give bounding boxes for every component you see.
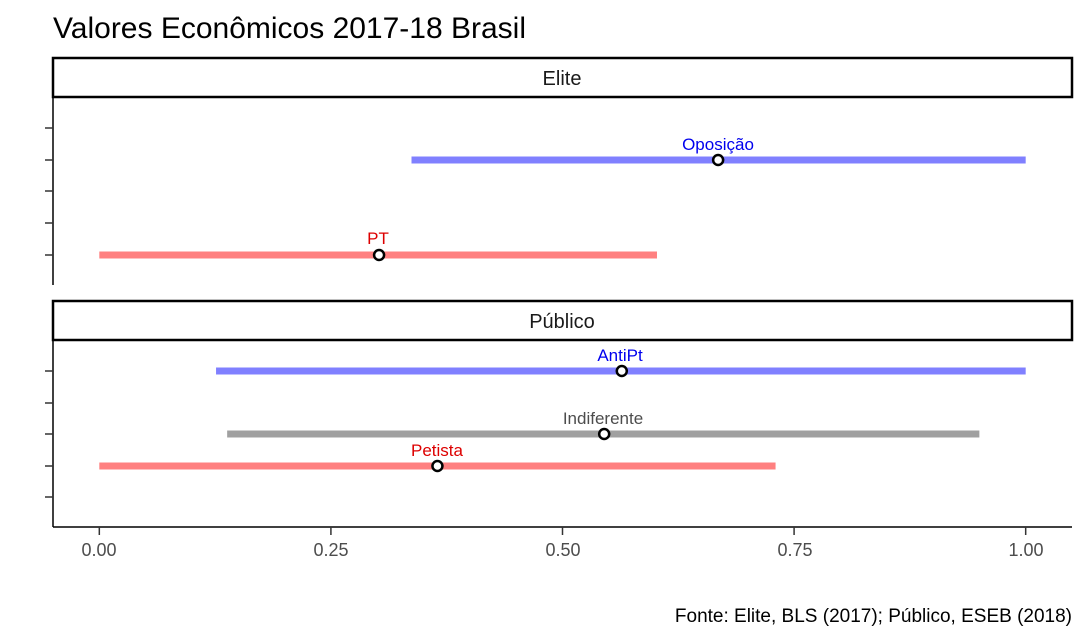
- chart-title: Valores Econômicos 2017-18 Brasil: [53, 12, 526, 45]
- point-petista: [431, 459, 444, 473]
- x-tick-label-3: 0.75: [777, 540, 812, 560]
- points-elite: [372, 153, 725, 262]
- point-oposicao: [711, 153, 725, 167]
- strip-publico-box: [51, 299, 1074, 342]
- y-ticks-elite: [45, 127, 53, 256]
- point-indiferente: [597, 427, 611, 441]
- intervals-elite: [99, 156, 1026, 259]
- strip-elite-box: [51, 56, 1074, 99]
- strip-elite-label: Elite: [543, 68, 582, 90]
- point-pt: [372, 248, 386, 262]
- x-tick-label-2: 0.50: [545, 540, 580, 560]
- chart-caption: Fonte: Elite, BLS (2017); Público, ESEB …: [675, 606, 1072, 627]
- x-tick-label-4: 1.00: [1008, 540, 1043, 560]
- label-petista: Petista: [411, 441, 464, 460]
- label-oposicao: Oposição: [682, 135, 754, 154]
- y-ticks-publico: [45, 370, 53, 498]
- strip-publico-label: Público: [529, 311, 595, 333]
- points-publico: [431, 364, 629, 473]
- point-antipt: [615, 364, 629, 378]
- x-tick-label-0: 0.00: [81, 540, 116, 560]
- x-ticks: [98, 527, 1027, 535]
- label-pt: PT: [367, 229, 389, 248]
- x-tick-label-1: 0.25: [313, 540, 348, 560]
- label-antipt: AntiPt: [597, 346, 643, 365]
- label-indiferente: Indiferente: [563, 409, 643, 428]
